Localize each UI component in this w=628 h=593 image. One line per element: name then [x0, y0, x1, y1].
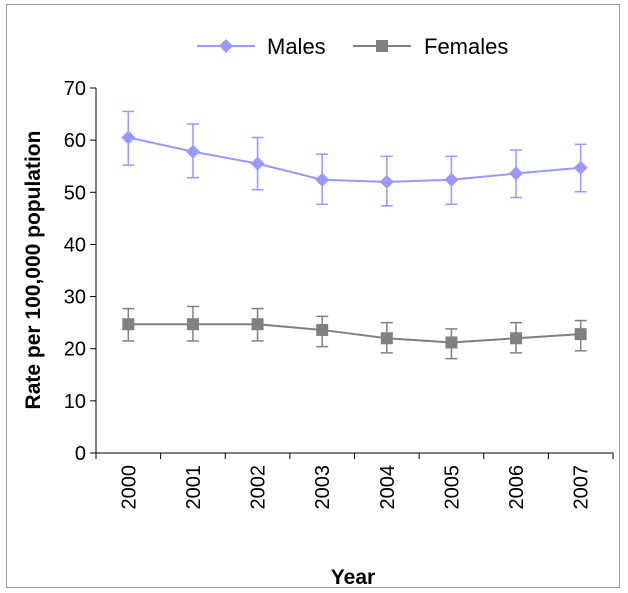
data-point-males — [315, 172, 330, 187]
x-tick-label: 2005 — [441, 465, 463, 510]
legend: Males Females — [197, 34, 508, 59]
data-point-females — [510, 332, 523, 345]
x-tick-label: 2003 — [312, 465, 334, 510]
legend-swatch-females-marker — [376, 40, 388, 52]
y-tick-label: 0 — [75, 443, 86, 465]
legend-label-females: Females — [424, 34, 508, 59]
series-line-females — [128, 323, 581, 344]
series-males — [121, 110, 588, 207]
y-tick-label: 30 — [64, 287, 86, 309]
data-point-females — [380, 332, 393, 345]
series-females — [122, 305, 587, 360]
x-tick-label: 2002 — [248, 465, 270, 510]
y-tick-label: 50 — [64, 182, 86, 204]
data-point-females — [251, 318, 264, 331]
y-axis-ticks: 0 10 20 30 40 50 60 70 — [64, 78, 96, 465]
chart-frame — [6, 4, 620, 588]
data-point-females — [574, 328, 587, 341]
data-point-males — [121, 130, 136, 145]
data-point-females — [316, 323, 329, 336]
x-tick-label: 2000 — [118, 465, 140, 510]
y-tick-label: 60 — [64, 130, 86, 152]
x-tick-label: 2004 — [377, 465, 399, 510]
axes — [95, 88, 613, 454]
data-point-males — [185, 144, 200, 159]
legend-swatch-males-marker — [219, 39, 233, 53]
data-point-males — [379, 174, 394, 189]
x-tick-label: 2006 — [506, 465, 528, 510]
y-tick-label: 40 — [64, 234, 86, 256]
data-point-females — [186, 318, 199, 331]
data-point-females — [122, 318, 135, 331]
data-point-males — [250, 156, 265, 171]
series-line-males — [128, 136, 581, 183]
series-layer — [121, 110, 588, 360]
data-point-females — [445, 336, 458, 349]
x-tick-label: 2001 — [183, 465, 205, 510]
y-tick-label: 10 — [64, 391, 86, 413]
y-axis-title: Rate per 100,000 population — [22, 131, 45, 410]
data-point-males — [509, 166, 524, 181]
data-point-males — [573, 160, 588, 175]
data-point-males — [444, 172, 459, 187]
y-tick-label: 20 — [64, 339, 86, 361]
x-axis-ticks: 2000 2001 2002 2003 2004 2005 2006 2007 — [95, 453, 614, 510]
legend-label-males: Males — [267, 34, 326, 59]
x-tick-label: 2007 — [571, 465, 593, 510]
y-tick-label: 70 — [64, 78, 86, 100]
x-axis-title: Year — [331, 566, 375, 589]
